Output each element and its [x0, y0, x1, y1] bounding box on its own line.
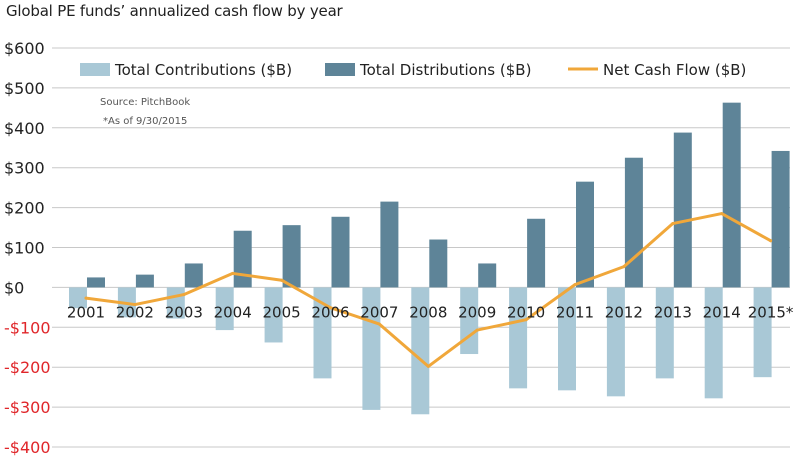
distribution-bar: [771, 150, 790, 288]
y-tick-label: $600: [4, 39, 45, 58]
net-cash-flow-point: [329, 306, 332, 310]
contribution-bar: [753, 287, 772, 378]
legend: Total Contributions ($B) Total Distributi…: [80, 61, 746, 79]
source-note: Source: PitchBook: [100, 97, 190, 108]
x-tick-label: 2009: [458, 303, 496, 321]
bars: [69, 102, 790, 415]
legend-label: Total Contributions ($B): [114, 61, 292, 79]
net-cash-flow-point: [182, 293, 186, 297]
contribution-bar: [655, 287, 674, 379]
x-tick-label: 2008: [409, 303, 447, 321]
net-cash-flow-line: [84, 212, 773, 368]
y-tick-label: -$100: [4, 318, 51, 337]
contribution-bar: [411, 287, 430, 415]
net-cash-flow-point: [622, 265, 626, 269]
distribution-bar: [135, 274, 154, 288]
net-cash-flow-point: [769, 239, 773, 243]
y-tick-label: $300: [4, 159, 45, 178]
net-cash-flow-point: [231, 271, 235, 275]
x-axis-ticks: 2001 2002 2003 2004 2005 2006 2007 2008 2009 2010…: [67, 303, 794, 321]
contribution-bar: [460, 287, 479, 355]
y-tick-label: $400: [4, 119, 45, 138]
chart-title: Global PE funds’ annualized cash flow by…: [6, 2, 343, 20]
distribution-bar: [282, 225, 301, 288]
distribution-bar: [527, 218, 546, 288]
net-cash-flow-point: [280, 278, 284, 282]
legend-swatch: [80, 63, 110, 76]
distribution-bar: [233, 230, 252, 288]
contribution-bar: [69, 287, 87, 309]
distribution-bar: [576, 181, 594, 288]
net-cash-flow-point: [475, 328, 479, 332]
distribution-bar: [184, 263, 203, 288]
x-tick-label: 2012: [605, 303, 643, 321]
contribution-bar: [606, 287, 625, 397]
y-tick-label: -$300: [4, 398, 51, 417]
net-cash-flow-point: [524, 318, 528, 322]
x-tick-label: 2015*: [748, 303, 794, 321]
net-cash-flow-point: [671, 222, 675, 226]
y-tick-label: -$400: [4, 438, 51, 457]
y-tick-label: $500: [4, 79, 45, 98]
contribution-bar: [313, 287, 332, 379]
net-cash-flow-point: [377, 322, 381, 326]
x-tick-label: 2007: [360, 303, 398, 321]
y-tick-label: $100: [4, 239, 45, 258]
legend-label: Total Distributions ($B): [359, 61, 531, 79]
y-tick-label: $0: [4, 278, 24, 297]
contribution-bar: [362, 287, 381, 410]
y-tick-label: -$200: [4, 358, 51, 377]
distribution-bar: [624, 157, 643, 288]
distribution-bar: [478, 263, 497, 288]
as-of-note: *As of 9/30/2015: [103, 116, 187, 127]
x-tick-label: 2013: [654, 303, 692, 321]
distribution-bar: [673, 132, 692, 288]
contribution-bar: [215, 287, 234, 331]
x-tick-label: 2004: [214, 303, 252, 321]
distribution-bar: [380, 201, 399, 288]
net-cash-flow-point: [133, 303, 137, 307]
y-tick-label: $200: [4, 199, 45, 218]
y-axis-ticks: $600 $500 $400 $300 $200 $100 $0 -$100 -$200 -$30…: [4, 39, 51, 457]
contribution-bar: [558, 287, 576, 391]
distribution-bar: [331, 216, 350, 288]
contribution-bar: [704, 287, 723, 399]
x-tick-label: 2011: [556, 303, 594, 321]
distribution-bar: [429, 239, 448, 288]
net-cash-flow-point: [573, 283, 577, 287]
x-tick-label: 2010: [507, 303, 545, 321]
contribution-bar: [509, 287, 528, 389]
x-tick-label: 2014: [703, 303, 741, 321]
contribution-bar: [264, 287, 283, 343]
legend-swatch: [325, 63, 355, 76]
distribution-bar: [722, 102, 741, 288]
x-tick-label: 2003: [165, 303, 203, 321]
x-tick-label: 2001: [67, 303, 105, 321]
net-cash-flow-point: [720, 212, 724, 216]
x-tick-label: 2006: [311, 303, 349, 321]
legend-label: Net Cash Flow ($B): [603, 61, 746, 79]
x-tick-label: 2005: [263, 303, 301, 321]
net-cash-flow-point: [84, 296, 88, 300]
net-cash-flow-point: [426, 364, 430, 368]
distribution-bar: [87, 277, 105, 288]
x-tick-label: 2002: [116, 303, 154, 321]
